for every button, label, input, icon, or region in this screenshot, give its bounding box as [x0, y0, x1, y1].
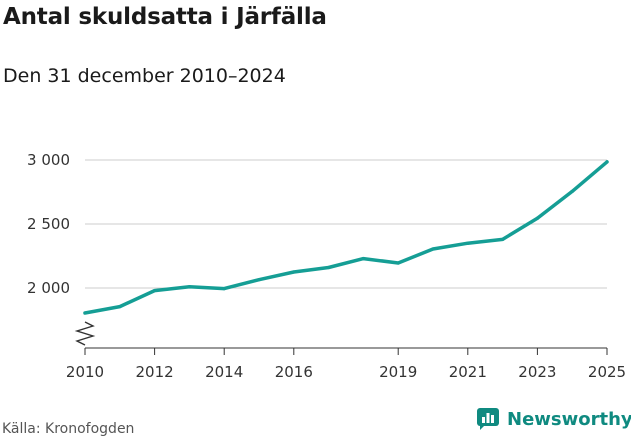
y-tick-label: 2 000	[27, 279, 70, 297]
newsworthy-logo-icon	[477, 408, 499, 430]
x-tick-label: 2021	[449, 363, 487, 381]
data-point	[431, 247, 435, 251]
data-point	[327, 265, 331, 270]
x-tick-label: 2019	[379, 363, 417, 381]
series-line	[83, 160, 609, 315]
data-point	[361, 256, 365, 261]
x-axis	[84, 347, 608, 355]
x-axis-tick-labels: 2010 2012 2014 2016 2019 2021 2023 2025	[66, 363, 626, 381]
x-tick-label: 2016	[275, 363, 313, 381]
data-point	[292, 270, 296, 274]
chart-title: Antal skuldsatta i Järfälla	[3, 4, 327, 30]
source-note: Källa: Kronofogden	[2, 421, 135, 437]
axis-break-icon	[74, 321, 96, 346]
brand-logo: Newsworthy	[477, 408, 631, 430]
y-axis-tick-labels: 2 000 2 500 3 000	[27, 151, 70, 297]
data-point	[466, 241, 470, 245]
data-point	[187, 285, 191, 289]
y-tick-label: 3 000	[27, 151, 70, 169]
data-point	[535, 216, 540, 220]
x-tick-label: 2010	[66, 363, 104, 381]
data-point	[570, 189, 574, 193]
x-tick-label: 2025	[588, 363, 626, 381]
chart-subtitle: Den 31 december 2010–2024	[3, 65, 286, 87]
data-point	[222, 287, 226, 291]
x-tick-label: 2023	[518, 363, 556, 381]
data-point	[83, 311, 87, 315]
x-tick-label: 2014	[205, 363, 243, 381]
brand-name: Newsworthy	[507, 408, 631, 430]
data-point	[257, 278, 261, 282]
data-point	[396, 261, 400, 265]
data-point	[501, 237, 505, 241]
data-points	[83, 160, 609, 315]
x-tick-label: 2012	[136, 363, 174, 381]
data-point	[118, 304, 122, 309]
data-point	[153, 288, 157, 293]
y-tick-label: 2 500	[27, 215, 70, 233]
data-point	[605, 160, 609, 164]
